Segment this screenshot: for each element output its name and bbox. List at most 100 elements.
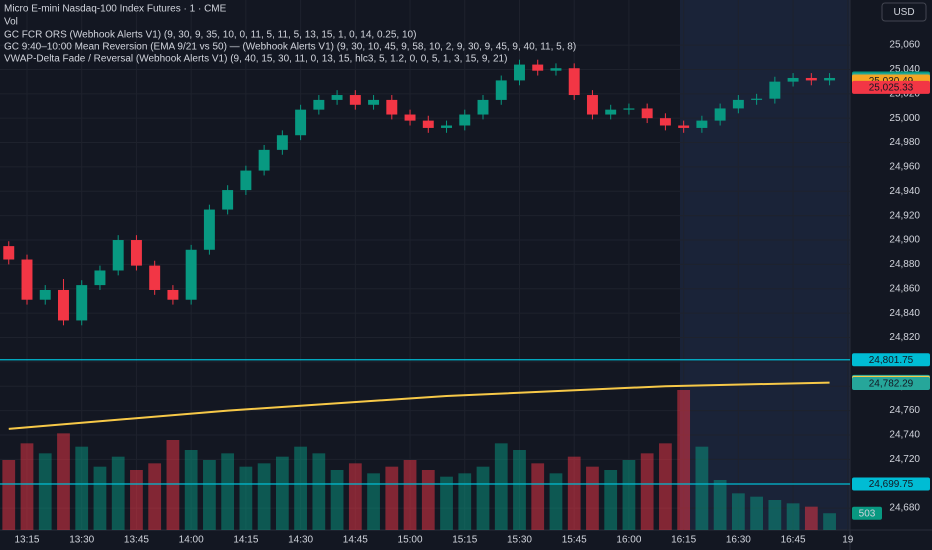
candle-body [605, 109, 617, 115]
volume-bar [38, 453, 52, 530]
vwap-line [8, 381, 830, 430]
price-tag [852, 353, 930, 367]
price-tag-label: 24,699.75 [869, 479, 914, 490]
x-tick-label: 14:15 [233, 535, 258, 546]
volume-bar [239, 466, 253, 530]
y-tick-label: 24,960 [889, 162, 920, 173]
volume-bar [823, 513, 836, 530]
y-tick-label: 25,040 [889, 64, 920, 75]
volume-bar [750, 496, 763, 530]
y-tick-label: 24,980 [889, 137, 920, 148]
candle-body [258, 149, 270, 171]
candle-body [696, 120, 708, 128]
candle-body [751, 98, 763, 100]
candle-body [167, 289, 179, 300]
volume-bar [275, 456, 289, 530]
volume-bar [640, 453, 654, 530]
candle-body [477, 99, 489, 115]
x-tick-label: 14:30 [288, 535, 313, 546]
candle-body [386, 99, 398, 115]
volume-bar [312, 453, 326, 530]
volume-bar [130, 470, 143, 530]
volume-bar [2, 460, 16, 530]
x-tick-label: 13:15 [14, 535, 39, 546]
x-tick-label: 15:30 [507, 535, 532, 546]
candle-body [349, 95, 361, 105]
y-tick-label: 24,920 [889, 210, 920, 221]
volume-bar [677, 390, 691, 530]
x-tick-label: 15:45 [562, 535, 587, 546]
candle-body [459, 114, 471, 126]
candle-body [222, 190, 234, 210]
price-tag [852, 477, 930, 491]
y-tick-label: 25,020 [889, 88, 920, 99]
candle-body [678, 125, 690, 128]
candle-body [94, 270, 106, 286]
y-tick-label: 24,820 [889, 332, 920, 343]
volume-bar [786, 503, 800, 530]
candle-body [39, 289, 51, 300]
volume-bar [804, 506, 818, 530]
volume-bar [57, 433, 70, 530]
y-tick-label: 24,900 [889, 235, 920, 246]
currency-label[interactable]: USD [893, 7, 914, 18]
candle-body [550, 68, 562, 71]
x-tick-label: 16:30 [726, 535, 751, 546]
indicator-label: VWAP-Delta Fade / Reversal (Webhook Aler… [4, 54, 507, 65]
y-tick-label: 24,860 [889, 283, 920, 294]
x-tick-label: 15:00 [398, 535, 423, 546]
candle-body [130, 240, 142, 266]
volume-bar [403, 460, 417, 530]
y-tick-label: 24,940 [889, 186, 920, 197]
candle-body [714, 108, 726, 121]
volume-bar [440, 476, 453, 530]
x-tick-label: 13:45 [124, 535, 149, 546]
y-tick-label: 25,060 [889, 40, 920, 51]
session-shade [680, 0, 850, 530]
candle-body [404, 114, 416, 121]
y-tick-label: 24,880 [889, 259, 920, 270]
volume-bar [348, 463, 362, 530]
volume-bar [221, 453, 235, 530]
volume-bar [713, 480, 727, 530]
candle-body [623, 108, 635, 110]
volume-tag-label: 503 [859, 508, 876, 519]
volume-label: Vol [4, 17, 18, 28]
candle-body [185, 249, 197, 300]
volume-bar [476, 466, 490, 530]
y-tick-label: 24,740 [889, 430, 920, 441]
y-tick-label: 25,000 [889, 113, 920, 124]
volume-bar [148, 463, 162, 530]
candle-body [659, 118, 671, 126]
candle-body [787, 77, 799, 82]
x-tick-label: 16:15 [671, 535, 696, 546]
candle-body [568, 68, 580, 96]
chart-title: Micro E-mini Nasdaq-100 Index Futures · … [4, 4, 227, 15]
volume-bar [203, 460, 216, 530]
volume-bar [768, 500, 782, 530]
volume-bar [622, 460, 636, 530]
candle-body [441, 125, 452, 128]
x-tick-label: 16:00 [616, 535, 641, 546]
candle-body [276, 135, 288, 150]
candle-body [586, 95, 598, 115]
x-tick-label: 14:45 [343, 535, 368, 546]
candle-body [805, 77, 817, 81]
volume-bar [659, 443, 672, 530]
x-tick-label: 13:30 [69, 535, 94, 546]
candle-body [3, 246, 15, 260]
price-tag-label: 25,025.33 [869, 82, 914, 93]
candle-body [514, 64, 525, 81]
candle-body [641, 108, 653, 119]
candle-body [368, 99, 380, 105]
candle-body [769, 81, 781, 99]
candle-body [532, 64, 544, 71]
volume-bar [166, 440, 180, 530]
volume-bar [695, 446, 709, 530]
candle-body [203, 209, 215, 250]
y-tick-label: 24,680 [889, 503, 920, 514]
candle-body [732, 99, 744, 109]
currency-button[interactable] [881, 2, 927, 22]
volume-bar [458, 473, 472, 530]
